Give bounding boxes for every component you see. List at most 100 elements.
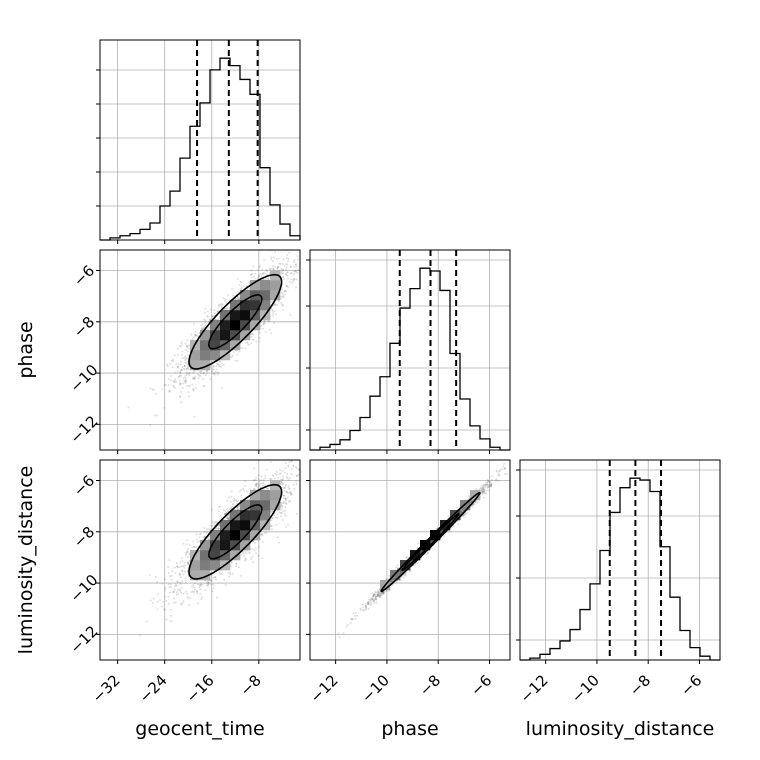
x-tick-label: −8 (626, 671, 654, 699)
sample-point (196, 602, 199, 605)
sample-point (223, 299, 226, 302)
sample-point (204, 321, 207, 324)
sample-point (282, 275, 285, 278)
sample-point (206, 310, 209, 313)
sample-point (184, 564, 187, 567)
sample-point (244, 484, 247, 487)
sample-point (264, 477, 267, 480)
panel-frame (99, 39, 301, 241)
sample-point (253, 467, 256, 470)
sample-point (215, 368, 218, 371)
sample-point (278, 511, 281, 514)
sample-point (193, 586, 196, 589)
sample-point (296, 258, 299, 261)
sample-point (226, 499, 229, 502)
sample-point (308, 249, 310, 251)
histogram-step (100, 57, 301, 241)
sample-point (211, 368, 214, 371)
sample-point (180, 340, 183, 343)
sample-point (287, 478, 290, 481)
sample-point (180, 591, 183, 594)
sample-point (303, 479, 305, 481)
sample-point (262, 272, 265, 275)
sample-point (157, 600, 160, 603)
sample-point (300, 260, 302, 262)
sample-point (195, 533, 198, 536)
sample-point (175, 591, 178, 594)
sample-point (272, 268, 275, 271)
sample-point (231, 572, 234, 575)
sample-point (211, 590, 214, 593)
sample-point (252, 561, 255, 564)
sample-point (288, 500, 291, 503)
sample-point (311, 257, 313, 259)
sample-point (172, 601, 175, 604)
sample-point (280, 288, 283, 291)
sample-point (182, 382, 185, 385)
sample-point (236, 359, 239, 362)
sample-point (312, 455, 314, 457)
sample-point (269, 460, 272, 463)
sample-point (186, 362, 189, 365)
sample-point (290, 281, 293, 284)
sample-point (200, 372, 203, 375)
sample-point (183, 356, 186, 359)
sample-point (284, 486, 287, 489)
x-tick-label: −6 (677, 671, 705, 699)
sample-point (225, 307, 228, 310)
sample-point (190, 333, 193, 336)
sample-point (289, 265, 292, 268)
sample-point (177, 376, 180, 379)
sample-point (231, 287, 234, 290)
sample-point (180, 557, 183, 560)
sample-point (211, 370, 214, 373)
sample-point (198, 374, 201, 377)
sample-point (195, 334, 198, 337)
sample-point (272, 322, 275, 325)
sample-point (280, 267, 283, 270)
sample-point (176, 565, 179, 568)
sample-point (288, 460, 291, 463)
sample-point (285, 284, 288, 287)
sample-point (174, 380, 177, 383)
sample-point (183, 364, 186, 367)
sample-point (185, 373, 188, 376)
sample-point (200, 597, 203, 600)
sample-point (264, 277, 267, 280)
sample-point (230, 490, 233, 493)
sample-point (186, 339, 189, 342)
sample-point (270, 256, 273, 259)
sample-point (182, 542, 185, 545)
sample-point (293, 265, 296, 268)
sample-point (175, 363, 178, 366)
sample-point (172, 360, 175, 363)
sample-point (230, 495, 233, 498)
sample-point (282, 296, 285, 299)
sample-point (168, 602, 171, 605)
sample-point (301, 489, 303, 491)
sample-point (295, 278, 298, 281)
sample-point (186, 372, 189, 375)
sample-point (188, 372, 191, 375)
sample-point (174, 571, 177, 574)
sample-point (215, 362, 218, 365)
sample-point (161, 388, 164, 391)
sample-point (279, 472, 282, 475)
sample-point (240, 286, 243, 289)
sample-point (219, 514, 222, 517)
sample-point (275, 257, 278, 260)
sample-point (194, 386, 197, 389)
sample-point (174, 371, 177, 374)
sample-point (285, 271, 288, 274)
sample-point (293, 269, 296, 272)
sample-point (265, 273, 268, 276)
sample-point (154, 576, 157, 579)
sample-point (152, 597, 155, 600)
sample-point (164, 589, 167, 592)
sample-point (267, 278, 270, 281)
sample-point (282, 469, 285, 472)
sample-point (295, 480, 298, 483)
sample-point (285, 274, 288, 277)
sample-point (173, 354, 176, 357)
sample-point (289, 491, 292, 494)
